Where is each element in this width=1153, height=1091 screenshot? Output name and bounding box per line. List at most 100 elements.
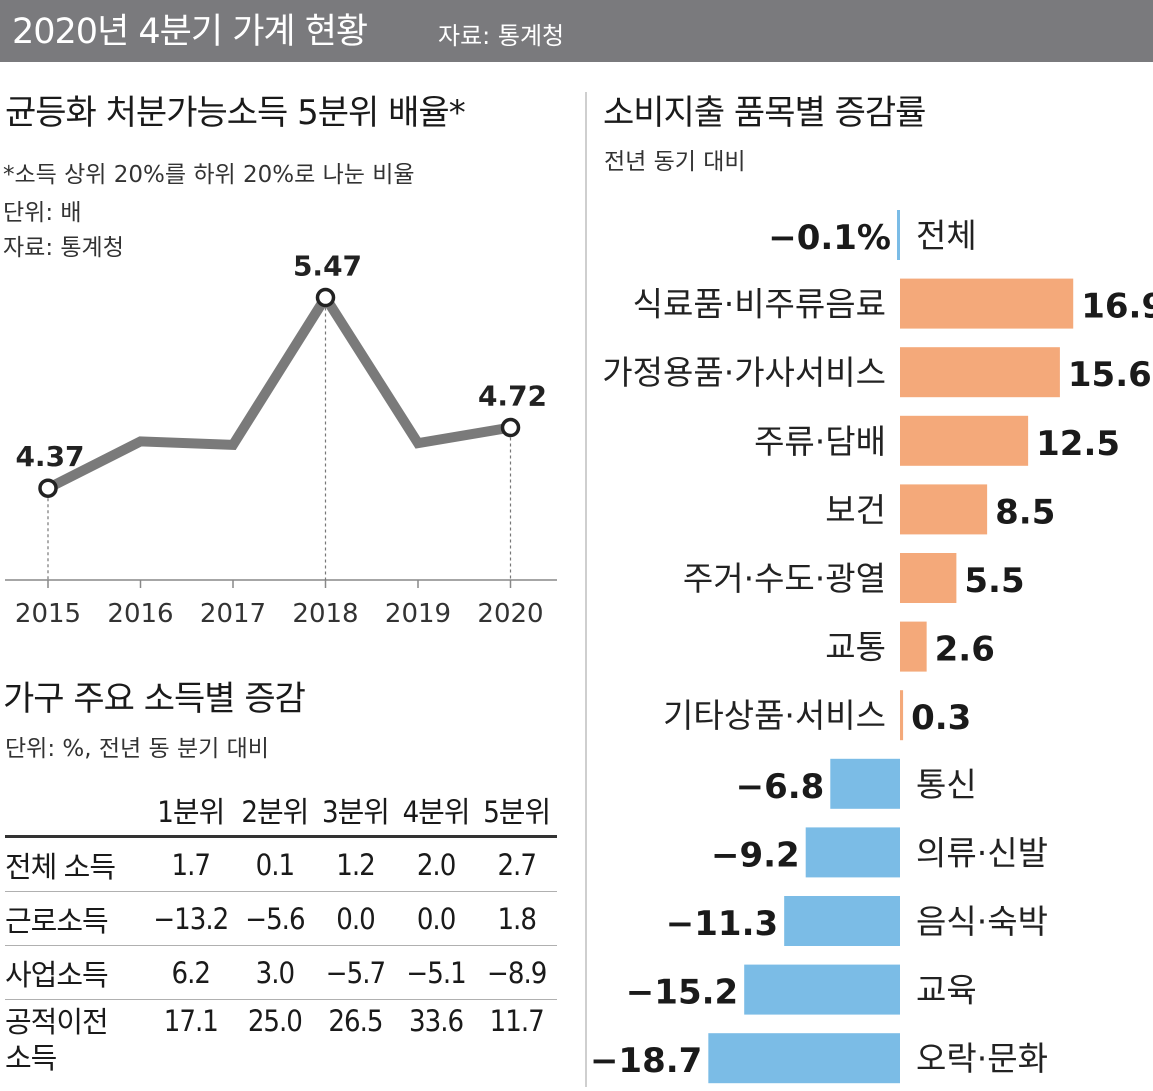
bar xyxy=(900,278,1074,329)
table-row: 사업소득 6.2 3.0 −5.7 −5.1 −8.9 xyxy=(5,945,557,1000)
x-tick-label: 2017 xyxy=(200,599,266,629)
bar xyxy=(900,347,1060,398)
row-label: 전체 소득 xyxy=(5,836,147,892)
header-bar: 2020년 4분기 가계 현황 자료: 통계청 xyxy=(0,0,1153,62)
bar-category-label: 주류·담배 xyxy=(754,422,886,461)
bar xyxy=(900,690,904,741)
bar-category-label: 통신 xyxy=(916,765,977,804)
table-header-cell: 4분위 xyxy=(395,778,477,838)
table-cell: −5.7 xyxy=(315,945,396,1000)
bar-chart-subtitle: 전년 동기 대비 xyxy=(604,149,746,175)
table-cell: 0.1 xyxy=(234,836,316,892)
row-label: 근로소득 xyxy=(5,891,147,946)
data-point xyxy=(315,287,336,308)
table-cell: 0.0 xyxy=(315,891,396,946)
table-cell: 25.0 xyxy=(247,1004,303,1038)
x-tick-label: 2019 xyxy=(385,599,451,629)
bar-category-label: 가정용품·가사서비스 xyxy=(602,353,886,392)
data-point xyxy=(500,417,521,438)
data-label: 4.37 xyxy=(15,440,84,473)
bar xyxy=(805,827,900,878)
table-cell: 11.7 xyxy=(489,1004,545,1038)
bar-value-label: 0.3 xyxy=(911,698,971,738)
bar xyxy=(900,621,927,672)
table-unit: 단위: %, 전년 동 분기 대비 xyxy=(5,736,269,762)
line-chart-unit: 단위: 배 xyxy=(3,200,82,226)
bar-chart-title: 소비지출 품목별 증감률 xyxy=(603,93,926,133)
table-header-cell: 1분위 xyxy=(147,778,235,838)
table-cell: −5.6 xyxy=(234,891,316,946)
bar-value-label: 15.6 xyxy=(1068,355,1152,395)
x-tick-label: 2016 xyxy=(107,599,173,629)
bar-value-label: 5.5 xyxy=(964,561,1024,601)
bar-value-label: 8.5 xyxy=(995,492,1055,532)
table-cell: 3.0 xyxy=(234,945,316,1000)
table-cell: −13.2 xyxy=(147,891,235,946)
line-chart-footnote: *소득 상위 20%를 하위 20%로 나눈 비율 xyxy=(3,162,415,188)
section-divider xyxy=(585,92,587,1087)
table-cell: 17.1 xyxy=(163,1004,219,1038)
bar xyxy=(830,758,900,809)
table-row: 전체 소득 1.7 0.1 1.2 2.0 2.7 xyxy=(5,836,557,892)
x-tick-label: 2020 xyxy=(477,599,543,629)
table-title: 가구 주요 소득별 증감 xyxy=(3,679,306,719)
table-header-cell: 2분위 xyxy=(234,778,316,838)
bar-value-label: 16.9 xyxy=(1081,287,1153,327)
table-header-cell xyxy=(5,778,147,838)
bar-value-label: −15.2 xyxy=(626,973,738,1013)
table-header-row: 1분위 2분위 3분위 4분위 5분위 xyxy=(5,778,557,838)
bar-value-label: 2.6 xyxy=(935,630,995,670)
bar-category-label: 보건 xyxy=(825,490,886,529)
bar xyxy=(900,553,957,603)
bar xyxy=(900,415,1029,466)
series-line xyxy=(45,288,512,493)
line-chart: 2015 2016 2017 2018 2019 2020 4.37 5.47 4.72 xyxy=(5,250,557,629)
bar-chart: −0.1% 전체 16.9 식료품·비주류음료 15.6 가정용품·가사서비스 12.5 주류… xyxy=(590,210,1153,1084)
bar-value-label: 12.5 xyxy=(1036,424,1120,464)
bar-category-label: 오락·문화 xyxy=(916,1039,1048,1078)
bar xyxy=(784,896,900,946)
bar-category-label: 교육 xyxy=(916,971,977,1010)
table-cell: 33.6 xyxy=(409,1004,464,1038)
page-title: 2020년 4분기 가계 현황 xyxy=(12,12,368,52)
bar-category-label: 음식·숙박 xyxy=(916,902,1048,941)
table-cell: 26.5 xyxy=(328,1004,383,1038)
bar-category-label: 전체 xyxy=(916,216,977,255)
table-cell: 0.0 xyxy=(395,891,477,946)
bar-category-label: 주거·수도·광열 xyxy=(683,559,886,598)
bar-category-label: 의류·신발 xyxy=(916,833,1048,872)
line-chart-source: 자료: 통계청 xyxy=(3,235,124,261)
line-chart-title: 균등화 처분가능소득 5분위 배율* xyxy=(5,93,466,133)
x-tick-label: 2018 xyxy=(292,599,358,629)
bar xyxy=(897,210,900,260)
data-label: 5.47 xyxy=(293,250,362,283)
bar xyxy=(708,1033,900,1084)
bar xyxy=(900,484,988,535)
table-cell: 1.7 xyxy=(147,836,235,892)
table-cell: 1.8 xyxy=(476,891,557,946)
table-header-cell: 3분위 xyxy=(315,778,396,838)
bar-category-label: 교통 xyxy=(825,628,886,667)
table-row: 공적이전 소득 17.1 25.0 26.5 33.6 11.7 xyxy=(5,1000,557,1085)
bar-value-label: −18.7 xyxy=(590,1041,702,1081)
table-row: 근로소득 −13.2 −5.6 0.0 0.0 1.8 xyxy=(5,891,557,946)
table-cell: 6.2 xyxy=(147,945,235,1000)
bar-value-label: −6.8 xyxy=(736,767,825,807)
bar-category-label: 기타상품·서비스 xyxy=(663,696,886,735)
x-tick-label: 2015 xyxy=(15,599,81,629)
bar xyxy=(744,964,900,1015)
row-label: 사업소득 xyxy=(5,945,147,1000)
data-label: 4.72 xyxy=(478,380,547,413)
bar-value-label: −11.3 xyxy=(666,904,778,944)
table-cell: −5.1 xyxy=(395,945,477,1000)
table-cell: 2.7 xyxy=(476,836,557,892)
income-table: 1분위 2분위 3분위 4분위 5분위 전체 소득 1.7 0.1 1.2 2.… xyxy=(5,778,557,1084)
data-point xyxy=(38,478,58,498)
bar-value-label: −0.1% xyxy=(768,218,891,258)
bar-value-label: −9.2 xyxy=(711,835,800,875)
row-label: 공적이전 소득 xyxy=(5,1005,109,1075)
header-source: 자료: 통계청 xyxy=(438,22,565,50)
table-header-cell: 5분위 xyxy=(476,778,557,838)
bar-category-label: 식료품·비주류음료 xyxy=(633,285,886,324)
table-cell: 1.2 xyxy=(315,836,396,892)
